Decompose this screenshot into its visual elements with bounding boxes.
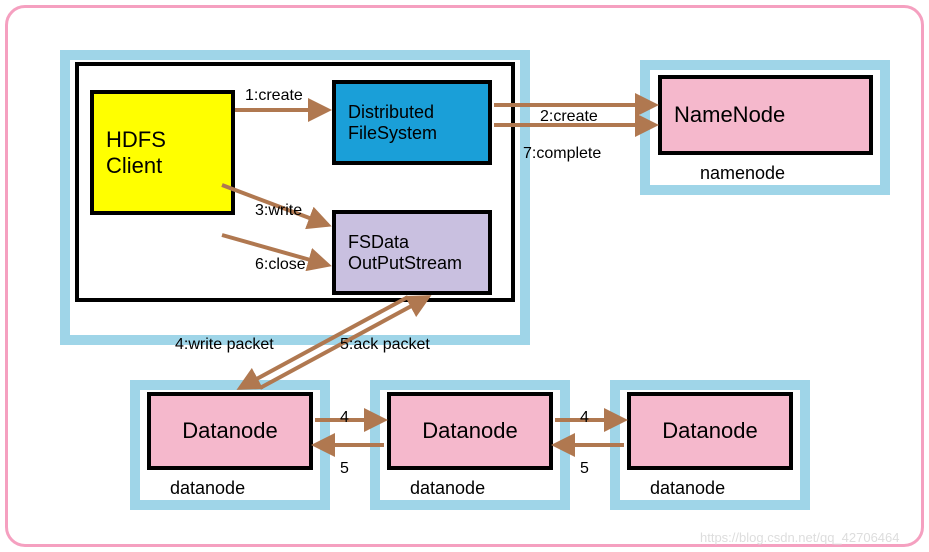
edge-label-7: 4 [340, 409, 349, 427]
edge-label-2: 7:complete [523, 145, 601, 163]
fsdata-line2: OutPutStream [348, 253, 488, 274]
datanode-caption-0: datanode [170, 478, 245, 499]
edge-label-3: 3:write [255, 202, 302, 220]
edge-label-9: 4 [580, 409, 589, 427]
namenode-caption: namenode [700, 163, 785, 184]
edge-label-8: 5 [340, 460, 349, 478]
datanode-box-1: Datanode [387, 392, 553, 470]
datanode-caption-1: datanode [410, 478, 485, 499]
namenode-label: NameNode [674, 102, 785, 128]
edge-label-1: 2:create [540, 108, 598, 126]
fsdata-line1: FSData [348, 232, 488, 253]
namenode-box: NameNode [658, 75, 873, 155]
datanode-caption-2: datanode [650, 478, 725, 499]
edge-label-0: 1:create [245, 87, 303, 105]
distributed-filesystem-box: Distributed FileSystem [332, 80, 492, 165]
datanode-box-2: Datanode [627, 392, 793, 470]
dfs-line1: Distributed [348, 102, 488, 123]
watermark: https://blog.csdn.net/qq_42706464 [700, 530, 900, 545]
edge-label-4: 6:close [255, 256, 306, 274]
fsdata-outputstream-box: FSData OutPutStream [332, 210, 492, 295]
hdfs-line1: HDFS [106, 127, 231, 153]
datanode-box-0: Datanode [147, 392, 313, 470]
edge-label-6: 5:ack packet [340, 336, 430, 354]
hdfs-client-box: HDFS Client [90, 90, 235, 215]
edge-label-5: 4:write packet [175, 336, 274, 354]
dfs-line2: FileSystem [348, 123, 488, 144]
datanode-label-2: Datanode [662, 418, 757, 444]
datanode-label-0: Datanode [182, 418, 277, 444]
edge-label-10: 5 [580, 460, 589, 478]
datanode-label-1: Datanode [422, 418, 517, 444]
hdfs-line2: Client [106, 153, 231, 179]
